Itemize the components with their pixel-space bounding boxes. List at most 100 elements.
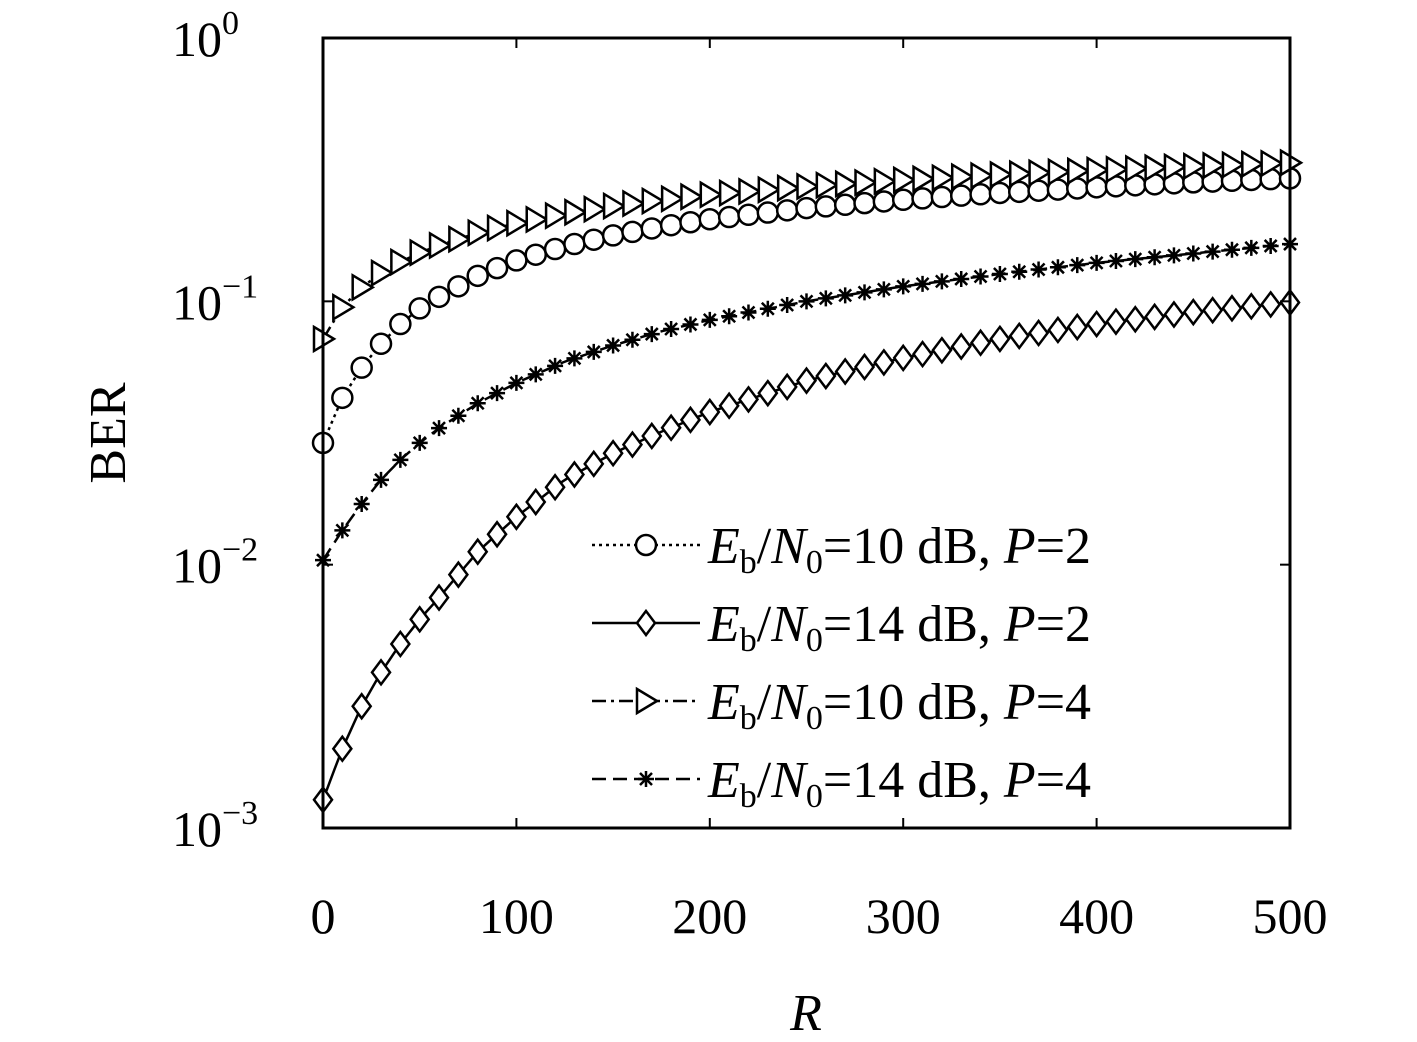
data-point-diamond (331, 734, 353, 763)
data-point-diamond (1124, 305, 1146, 334)
data-point-diamond (950, 332, 972, 361)
x-tick-label: 100 (479, 888, 554, 944)
data-point-triangle (564, 198, 588, 227)
data-point-triangle (854, 168, 878, 197)
data-point-circle (427, 285, 451, 309)
data-point-diamond (544, 473, 566, 502)
data-point-triangle (1241, 149, 1265, 179)
data-point-triangle (622, 189, 646, 218)
data-point-diamond (351, 692, 373, 721)
data-point-star (605, 337, 622, 354)
data-point-circle (505, 249, 528, 272)
data-point-star (875, 281, 892, 298)
data-point-star (1069, 257, 1086, 274)
data-point-star (759, 300, 776, 317)
data-point-diamond (505, 502, 527, 531)
data-point-triangle (950, 162, 975, 191)
data-point-triangle (912, 164, 936, 194)
data-point-star (817, 290, 834, 307)
y-axis-label: BER (80, 382, 137, 483)
data-point-diamond (641, 421, 663, 451)
data-point-star (1011, 263, 1028, 280)
data-point-star (721, 308, 738, 325)
data-point-diamond (795, 366, 818, 395)
data-point-triangle (1221, 150, 1246, 180)
y-tick-label: 10−2 (172, 532, 258, 594)
y-tick-label: 10−1 (172, 268, 258, 330)
data-point-diamond (583, 449, 605, 478)
data-point-circle (582, 228, 606, 251)
data-point-triangle (1028, 158, 1053, 187)
data-point-star (547, 357, 564, 374)
data-point-triangle (680, 182, 704, 211)
data-point-diamond (1144, 302, 1166, 331)
data-point-diamond (1240, 292, 1262, 321)
data-point-circle (795, 196, 818, 220)
data-point-star (1030, 261, 1047, 278)
data-point-triangle (525, 205, 550, 234)
data-point-star (643, 326, 660, 343)
data-point-diamond (815, 361, 837, 391)
data-point-triangle (776, 173, 801, 203)
data-point-star (1127, 251, 1144, 268)
data-point-triangle (892, 165, 917, 195)
data-point-star (1243, 239, 1260, 256)
series-star (315, 236, 1298, 569)
data-point-star (450, 407, 467, 424)
data-point-triangle (970, 161, 994, 190)
data-point-diamond (776, 372, 798, 401)
data-point-circle (466, 264, 489, 288)
data-point-star (991, 265, 1008, 282)
data-point-triangle (428, 231, 453, 260)
data-point-diamond (989, 324, 1011, 353)
data-point-triangle (1047, 157, 1072, 187)
data-point-star (508, 374, 525, 391)
data-point-circle (601, 224, 625, 247)
data-point-star (638, 771, 654, 787)
data-point-circle (485, 256, 509, 280)
series-diamond (312, 288, 1301, 814)
data-point-circle (679, 210, 702, 234)
data-point-diamond (1105, 307, 1127, 336)
data-point-diamond (718, 391, 740, 420)
data-point-diamond (1047, 315, 1069, 345)
data-point-circle (891, 188, 915, 212)
data-point-diamond (873, 348, 895, 377)
x-axis-label: R (789, 985, 822, 1042)
data-point-star (933, 273, 950, 290)
legend-entry: Eb/N0=10 dB, P=4 (592, 674, 1091, 737)
data-point-triangle (602, 191, 627, 221)
data-point-diamond (428, 583, 450, 612)
data-point-diamond (757, 379, 779, 408)
data-point-circle (717, 205, 741, 229)
data-point-star (1185, 245, 1202, 262)
data-point-circle (524, 243, 547, 266)
legend-label: Eb/N0=10 dB, P=2 (707, 518, 1091, 581)
data-point-circle (872, 190, 896, 213)
data-point-diamond (911, 339, 934, 369)
data-point-triangle (486, 213, 511, 243)
data-point-star (1165, 247, 1182, 264)
data-point-diamond (409, 605, 431, 634)
data-point-diamond (602, 439, 624, 468)
data-point-diamond (1163, 300, 1185, 329)
data-point-circle (621, 220, 644, 244)
data-point-star (527, 366, 544, 383)
data-point-triangle (718, 178, 743, 208)
data-point-diamond (1028, 318, 1050, 348)
data-point-triangle (332, 292, 356, 322)
data-point-diamond (1008, 321, 1030, 351)
data-point-circle (756, 201, 780, 224)
data-point-star (701, 311, 718, 328)
data-point-triangle (834, 169, 859, 199)
legend-entry: Eb/N0=10 dB, P=2 (592, 518, 1091, 581)
data-point-circle (408, 297, 431, 320)
data-point-star (895, 278, 912, 295)
legend: Eb/N0=10 dB, P=2 Eb/N0=14 dB, P=2 Eb/N0=10… (592, 518, 1091, 815)
data-point-star (1204, 243, 1221, 260)
data-point-star (373, 471, 390, 488)
data-point-triangle (544, 201, 569, 230)
data-point-star (1223, 241, 1240, 258)
data-point-triangle (931, 163, 956, 193)
